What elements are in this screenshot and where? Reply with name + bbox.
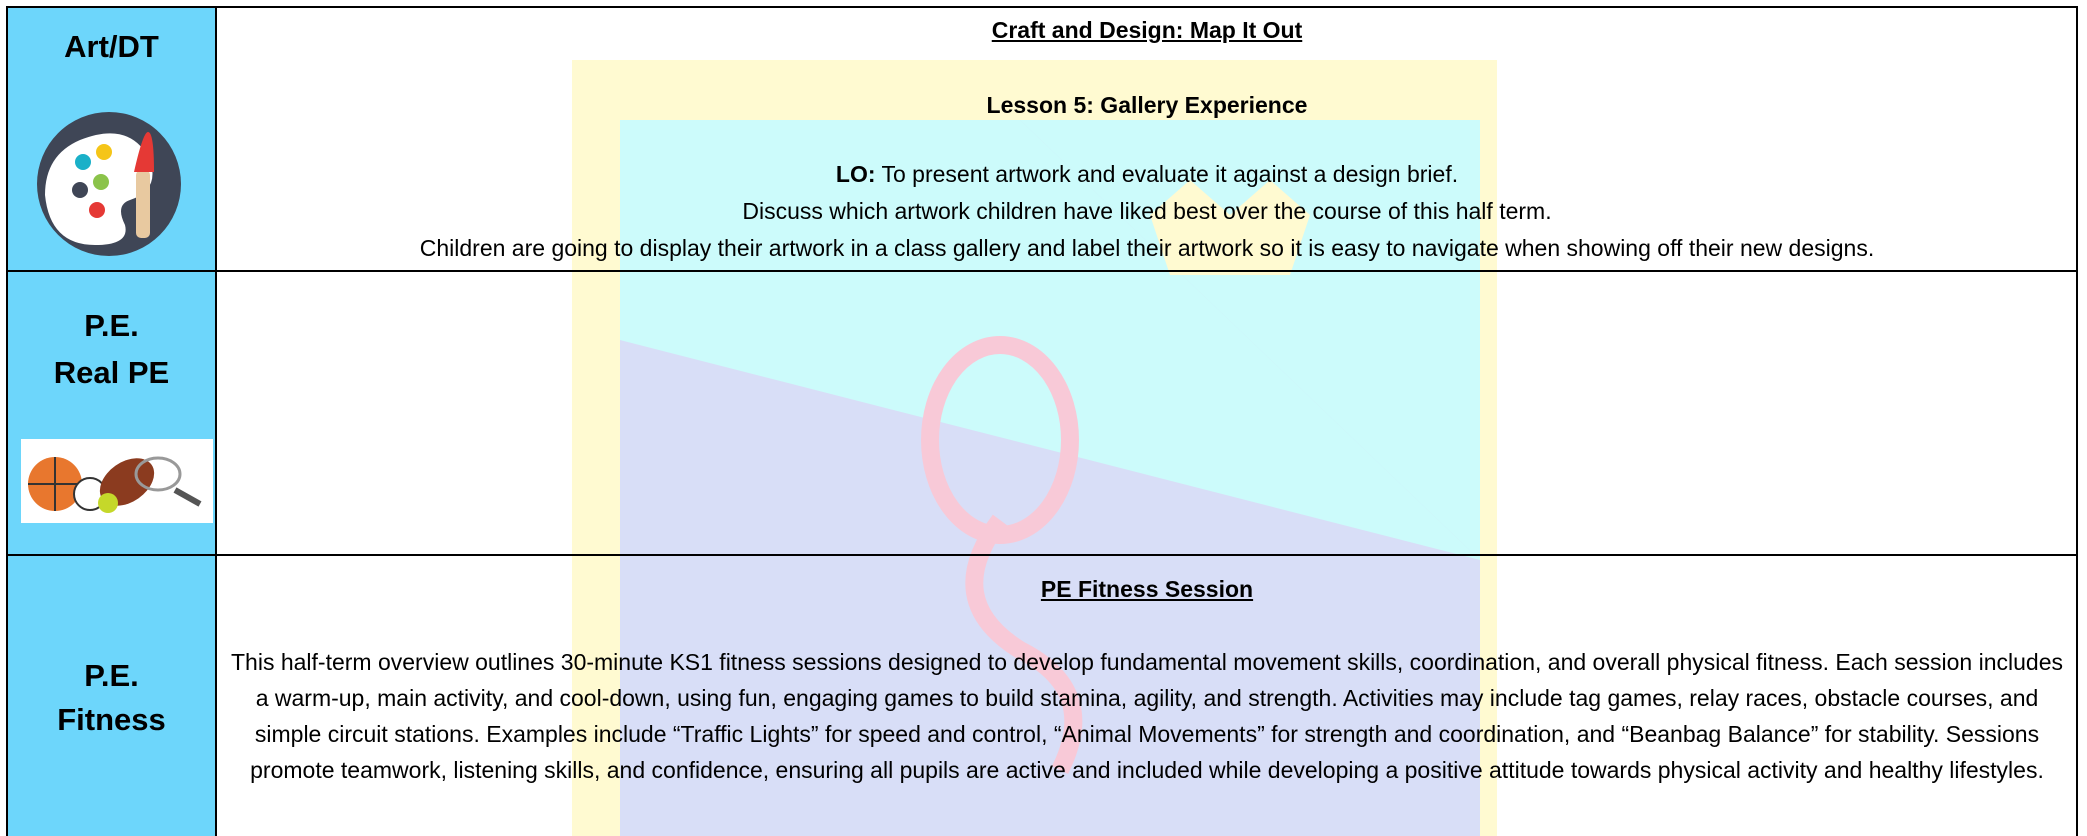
subject-label: Art/DT bbox=[64, 29, 159, 64]
lo-text: To present artwork and evaluate it again… bbox=[881, 161, 1459, 187]
lesson-line: Children are going to display their artw… bbox=[419, 235, 1875, 261]
subject-label: P.E. bbox=[84, 658, 139, 693]
table-grid bbox=[6, 6, 2078, 836]
subject-label: P.E. bbox=[84, 308, 139, 343]
learning-objective: LO: To present artwork and evaluate it a… bbox=[217, 161, 2077, 188]
lesson-unit-title: Craft and Design: Map It Out bbox=[991, 17, 1303, 43]
subject-label: Real PE bbox=[53, 355, 170, 390]
lesson-title: Lesson 5: Gallery Experience bbox=[986, 92, 1308, 118]
session-title: PE Fitness Session bbox=[1040, 576, 1254, 602]
palette-icon bbox=[37, 112, 181, 256]
sports-icon bbox=[21, 439, 213, 523]
subject-label: Fitness bbox=[57, 702, 166, 737]
watermark-crest bbox=[572, 60, 1497, 836]
session-description: This half-term overview outlines 30-minu… bbox=[231, 649, 2063, 783]
fitness-content: PE Fitness Session This half-term overvi… bbox=[217, 555, 2077, 836]
lo-label: LO: bbox=[835, 161, 876, 187]
art-content: Craft and Design: Map It Out Lesson 5: G… bbox=[217, 0, 2077, 271]
lesson-line: Discuss which artwork children have like… bbox=[742, 198, 1552, 224]
